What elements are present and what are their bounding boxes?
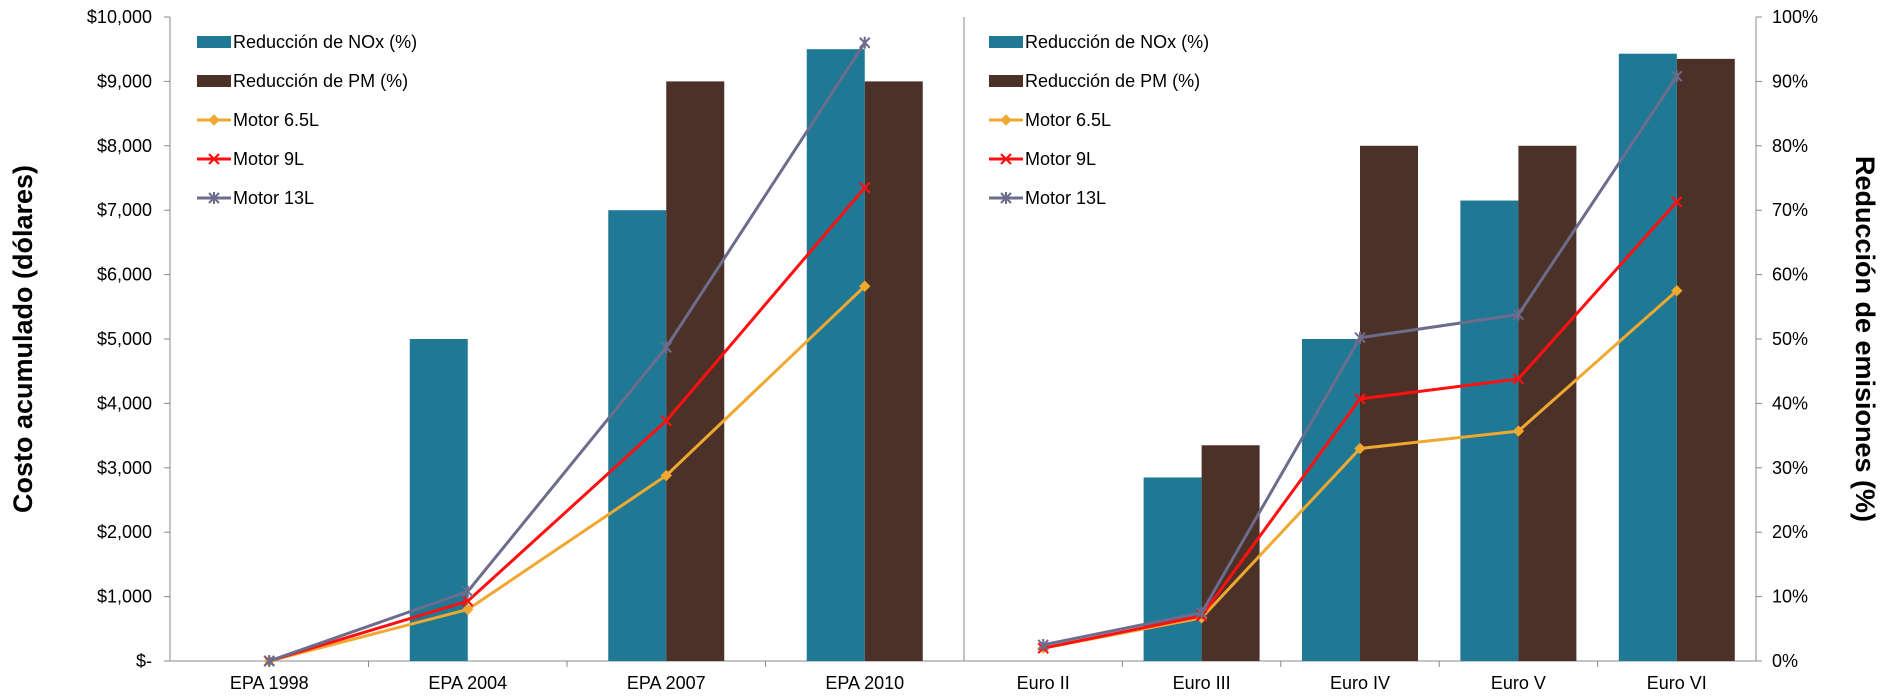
line-motor-6-5l bbox=[268, 285, 866, 663]
legend-label: Motor 13L bbox=[1025, 188, 1106, 208]
x-tick-label: EPA 2004 bbox=[428, 673, 507, 693]
point-motor-9l bbox=[1671, 196, 1683, 208]
legend-label: Motor 9L bbox=[233, 149, 304, 169]
bar-reducci-n-de-pm bbox=[666, 81, 725, 661]
y-axis-label-cost: Costo acumulado (dólares) bbox=[8, 165, 38, 513]
point-motor-6-5l bbox=[660, 469, 672, 482]
point-motor-13l bbox=[462, 585, 474, 598]
y-tick-label: $10,000 bbox=[87, 7, 152, 27]
point-motor-6-5l bbox=[859, 280, 871, 292]
x-tick-label: Euro II bbox=[1017, 673, 1070, 693]
point-motor-6-5l bbox=[1354, 442, 1366, 455]
x-tick-label: Euro IV bbox=[1330, 673, 1390, 693]
bar-reducci-n-de-nox bbox=[1618, 53, 1677, 661]
y2-tick-label: 0% bbox=[1772, 651, 1798, 671]
legend-swatch-reducci-n-de-pm bbox=[197, 75, 231, 87]
bar-reducci-n-de-pm bbox=[1676, 58, 1735, 662]
point-motor-13l bbox=[1354, 331, 1366, 344]
legend-label: Motor 6.5L bbox=[1025, 110, 1111, 130]
y2-tick-label: 10% bbox=[1772, 587, 1808, 607]
y-axis-label-reduction: Reducción de emisiones (%) bbox=[1850, 156, 1880, 522]
y2-tick-label: 80% bbox=[1772, 136, 1808, 156]
y-tick-label: $1,000 bbox=[97, 587, 152, 607]
x-tick-label: Euro VI bbox=[1647, 673, 1707, 693]
line-motor-13l bbox=[268, 41, 867, 663]
legend-label: Reducción de NOx (%) bbox=[233, 32, 417, 52]
legend-marker-motor-9l bbox=[1000, 153, 1012, 165]
legend-swatch-reducci-n-de-nox bbox=[197, 36, 231, 48]
legend-marker-motor-13l bbox=[1000, 192, 1012, 204]
y-tick-label: $8,000 bbox=[97, 136, 152, 156]
bar-reducci-n-de-pm bbox=[1360, 145, 1418, 662]
bar-reducci-n-de-nox bbox=[1143, 477, 1202, 661]
y2-tick-label: 40% bbox=[1772, 393, 1808, 413]
y-tick-label: $9,000 bbox=[97, 71, 152, 91]
legend-swatch-reducci-n-de-pm bbox=[989, 75, 1023, 87]
point-motor-6-5l bbox=[1671, 284, 1683, 297]
point-motor-13l bbox=[1671, 70, 1683, 83]
bar-reducci-n-de-nox bbox=[806, 49, 865, 661]
legend-label: Motor 9L bbox=[1025, 149, 1096, 169]
point-motor-13l bbox=[1512, 308, 1525, 321]
x-tick-label: EPA 2007 bbox=[627, 673, 706, 693]
point-motor-13l bbox=[263, 655, 275, 667]
legend-marker-motor-6-5l bbox=[208, 114, 220, 126]
point-motor-13l bbox=[660, 341, 672, 354]
legend: Reducción de NOx (%) Reducción de PM (%) M… bbox=[197, 32, 417, 208]
bar-reducci-n-de-pm bbox=[864, 81, 923, 661]
legend: Reducción de NOx (%) Reducción de PM (%) M… bbox=[989, 32, 1209, 208]
point-motor-9l bbox=[461, 595, 474, 607]
line-motor-9l bbox=[268, 186, 866, 663]
legend-label: Reducción de PM (%) bbox=[233, 71, 408, 91]
y-tick-label: $7,000 bbox=[97, 200, 152, 220]
point-motor-6-5l bbox=[462, 603, 474, 616]
point-motor-13l bbox=[859, 36, 871, 49]
y2-tick-label: 50% bbox=[1772, 329, 1808, 349]
point-motor-9l bbox=[1354, 393, 1366, 405]
x-tick-label: Euro V bbox=[1491, 673, 1546, 693]
y2-tick-label: 20% bbox=[1772, 522, 1808, 542]
y-tick-label: $2,000 bbox=[97, 522, 152, 542]
legend-swatch-reducci-n-de-nox bbox=[989, 36, 1023, 48]
y2-tick-label: 30% bbox=[1772, 458, 1808, 478]
y-tick-label: $4,000 bbox=[97, 393, 152, 413]
bar-reducci-n-de-nox bbox=[608, 210, 667, 661]
legend-label: Reducción de NOx (%) bbox=[1025, 32, 1209, 52]
y-tick-label: $3,000 bbox=[97, 458, 152, 478]
legend-label: Motor 13L bbox=[233, 188, 314, 208]
point-motor-9l bbox=[858, 181, 871, 194]
y-tick-label: $- bbox=[136, 651, 152, 671]
bar-reducci-n-de-pm bbox=[1201, 445, 1260, 661]
y-tick-label: $6,000 bbox=[97, 265, 152, 285]
y2-tick-label: 60% bbox=[1772, 265, 1808, 285]
legend-marker-motor-9l bbox=[208, 153, 220, 165]
y2-tick-label: 90% bbox=[1772, 71, 1808, 91]
legend-label: Reducción de PM (%) bbox=[1025, 71, 1200, 91]
legend-marker-motor-13l bbox=[208, 192, 220, 204]
x-tick-label: EPA 1998 bbox=[230, 673, 309, 693]
y-tick-label: $5,000 bbox=[97, 329, 152, 349]
legend-marker-motor-6-5l bbox=[1000, 114, 1012, 126]
point-motor-13l bbox=[1195, 606, 1208, 619]
x-tick-label: Euro III bbox=[1173, 673, 1231, 693]
point-motor-9l bbox=[1512, 373, 1525, 385]
y2-tick-label: 100% bbox=[1772, 7, 1818, 27]
x-tick-label: EPA 2010 bbox=[825, 673, 904, 693]
point-motor-6-5l bbox=[1512, 425, 1525, 437]
point-motor-13l bbox=[1037, 638, 1049, 651]
y2-tick-label: 70% bbox=[1772, 200, 1808, 220]
point-motor-9l bbox=[660, 415, 673, 427]
legend-label: Motor 6.5L bbox=[233, 110, 319, 130]
